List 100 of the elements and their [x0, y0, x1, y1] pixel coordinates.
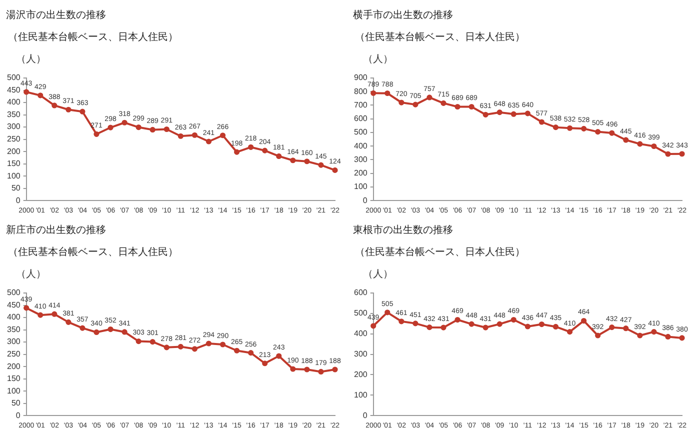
- point: [108, 124, 114, 130]
- y-tick-label: 50: [11, 398, 21, 408]
- point: [220, 132, 226, 138]
- point: [66, 319, 72, 325]
- point: [665, 334, 671, 340]
- y-tick-label: 0: [16, 196, 21, 205]
- y-tick-label: 400: [6, 98, 21, 107]
- point: [290, 366, 296, 372]
- point: [318, 162, 324, 168]
- y-tick-label: 400: [6, 312, 21, 322]
- y-axis-title: （人）: [16, 53, 47, 66]
- point: [52, 311, 58, 317]
- point: [38, 312, 44, 318]
- point: [412, 102, 418, 108]
- point: [80, 108, 86, 114]
- point: [566, 329, 573, 335]
- point: [384, 310, 390, 316]
- chart-subtitle: （住民基本台帳ベース、日本人住民）: [8, 30, 179, 44]
- chart-title: 新庄市の出生数の推移: [6, 224, 107, 237]
- point: [164, 344, 170, 350]
- y-tick-label: 600: [354, 114, 368, 124]
- point: [94, 131, 100, 137]
- y-tick-label: 150: [6, 374, 21, 384]
- point: [637, 141, 643, 147]
- y-tick-label: 350: [6, 324, 21, 334]
- point: [24, 89, 30, 95]
- point: [454, 316, 460, 323]
- y-tick-label: 700: [354, 100, 368, 110]
- y-tick-label: 400: [354, 141, 368, 150]
- y-tick-label: 450: [6, 85, 21, 94]
- point: [566, 125, 573, 131]
- point: [651, 329, 657, 335]
- point: [426, 94, 432, 100]
- point: [38, 92, 44, 98]
- point: [398, 318, 404, 324]
- point: [482, 324, 488, 330]
- y-tick-label: 100: [354, 182, 368, 192]
- point: [24, 305, 30, 311]
- point: [164, 126, 170, 132]
- y-tick-label: 500: [354, 308, 368, 318]
- point: [234, 149, 240, 155]
- y-tick-label: 800: [354, 86, 368, 96]
- point: [637, 332, 643, 338]
- point: [304, 366, 310, 372]
- point: [384, 90, 390, 96]
- point: [412, 320, 418, 326]
- y-tick-label: 200: [6, 146, 21, 156]
- point: [510, 111, 516, 117]
- point: [122, 329, 128, 335]
- point: [262, 148, 268, 154]
- point: [108, 326, 114, 332]
- y-tick-label: 0: [362, 196, 368, 205]
- point: [234, 348, 240, 354]
- point: [150, 338, 156, 345]
- point: [136, 338, 142, 344]
- point: [595, 332, 601, 338]
- point: [136, 124, 142, 130]
- point: [538, 119, 545, 125]
- y-tick-label: 100: [6, 171, 21, 180]
- y-tick-label: 500: [6, 73, 21, 82]
- point: [94, 329, 100, 336]
- y-axis-title: （人）: [16, 268, 47, 281]
- y-tick-label: 250: [6, 134, 21, 144]
- point: [679, 335, 685, 341]
- point: [609, 324, 615, 330]
- y-tick-label: 600: [354, 288, 368, 298]
- point: [468, 321, 474, 327]
- point: [398, 100, 404, 106]
- point: [440, 100, 446, 106]
- point: [370, 323, 376, 329]
- chart-title: 横手市の出生数の推移: [353, 8, 454, 22]
- point: [679, 151, 685, 157]
- y-tick-label: 200: [6, 362, 21, 371]
- chart-subtitle: （住民基本台帳ベース、日本人住民）: [355, 30, 526, 44]
- point: [623, 137, 629, 143]
- y-tick-label: 200: [354, 168, 368, 178]
- point: [318, 368, 324, 375]
- point: [482, 112, 488, 118]
- point: [192, 132, 198, 138]
- y-axis-title: （人）: [363, 53, 394, 66]
- point: [276, 153, 282, 160]
- y-tick-label: 400: [354, 329, 368, 338]
- chart-subtitle: （住民基本台帳ベース、日本人住民）: [355, 246, 526, 259]
- y-tick-label: 100: [6, 386, 21, 396]
- y-tick-label: 500: [6, 288, 21, 298]
- point: [580, 126, 587, 132]
- point: [426, 324, 432, 330]
- point: [150, 126, 156, 133]
- y-tick-label: 150: [6, 159, 21, 168]
- chart-title: 湯沢市の出生数の推移: [6, 8, 107, 22]
- point: [178, 133, 184, 139]
- y-tick-label: 900: [354, 73, 368, 82]
- y-axis-title: （人）: [363, 268, 394, 281]
- y-tick-label: 350: [6, 110, 21, 119]
- point: [220, 342, 226, 348]
- point: [66, 106, 72, 112]
- point: [496, 321, 502, 327]
- point: [178, 344, 184, 350]
- point: [262, 360, 268, 366]
- y-tick-label: 300: [6, 122, 21, 132]
